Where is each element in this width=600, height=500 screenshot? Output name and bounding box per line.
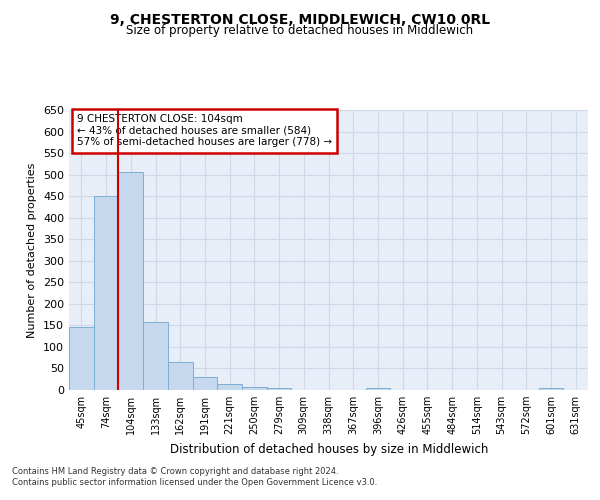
Bar (69, 326, 94, 390)
Bar (365, 388, 390, 390)
Bar (118, 172, 143, 390)
Bar (193, 377, 217, 390)
Bar (94, 196, 118, 390)
Text: 9, CHESTERTON CLOSE, MIDDLEWICH, CW10 0RL: 9, CHESTERTON CLOSE, MIDDLEWICH, CW10 0R… (110, 12, 490, 26)
Text: Size of property relative to detached houses in Middlewich: Size of property relative to detached ho… (127, 24, 473, 37)
Bar (242, 386, 267, 390)
Text: Distribution of detached houses by size in Middlewich: Distribution of detached houses by size … (170, 442, 488, 456)
Bar (217, 384, 242, 390)
Bar (168, 362, 193, 390)
Text: Contains HM Land Registry data © Crown copyright and database right 2024.
Contai: Contains HM Land Registry data © Crown c… (12, 468, 377, 487)
Bar (267, 388, 292, 390)
Bar (539, 388, 563, 390)
Y-axis label: Number of detached properties: Number of detached properties (28, 162, 37, 338)
Text: 9 CHESTERTON CLOSE: 104sqm
← 43% of detached houses are smaller (584)
57% of sem: 9 CHESTERTON CLOSE: 104sqm ← 43% of deta… (77, 114, 332, 148)
Bar (143, 322, 168, 390)
